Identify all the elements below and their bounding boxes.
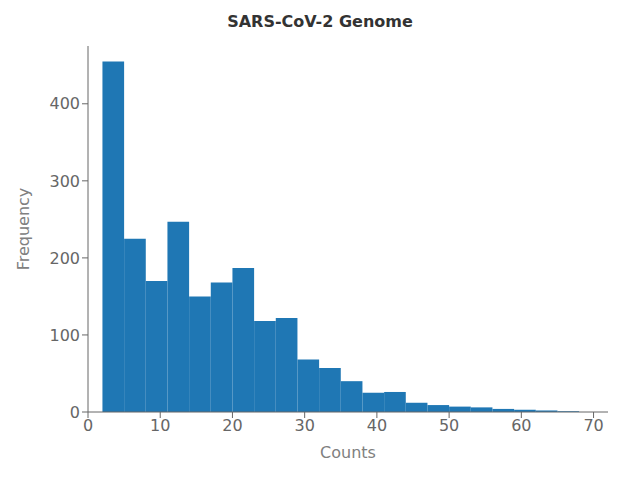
svg-text:70: 70 xyxy=(583,416,603,435)
svg-text:Counts: Counts xyxy=(320,443,376,462)
svg-text:200: 200 xyxy=(49,249,80,268)
svg-text:40: 40 xyxy=(367,416,387,435)
svg-text:400: 400 xyxy=(49,94,80,113)
svg-text:60: 60 xyxy=(511,416,531,435)
svg-text:10: 10 xyxy=(150,416,170,435)
html-text:SARS-CoV-2 Genome: SARS-CoV-2 Genome xyxy=(227,12,413,31)
svg-text:Frequency: Frequency xyxy=(14,188,33,271)
svg-text:30: 30 xyxy=(294,416,314,435)
svg-text:0: 0 xyxy=(70,403,80,422)
svg-text:100: 100 xyxy=(49,326,80,345)
svg-text:0: 0 xyxy=(83,416,93,435)
svg-text:20: 20 xyxy=(222,416,242,435)
svg-text:50: 50 xyxy=(439,416,459,435)
svg-text:300: 300 xyxy=(49,172,80,191)
